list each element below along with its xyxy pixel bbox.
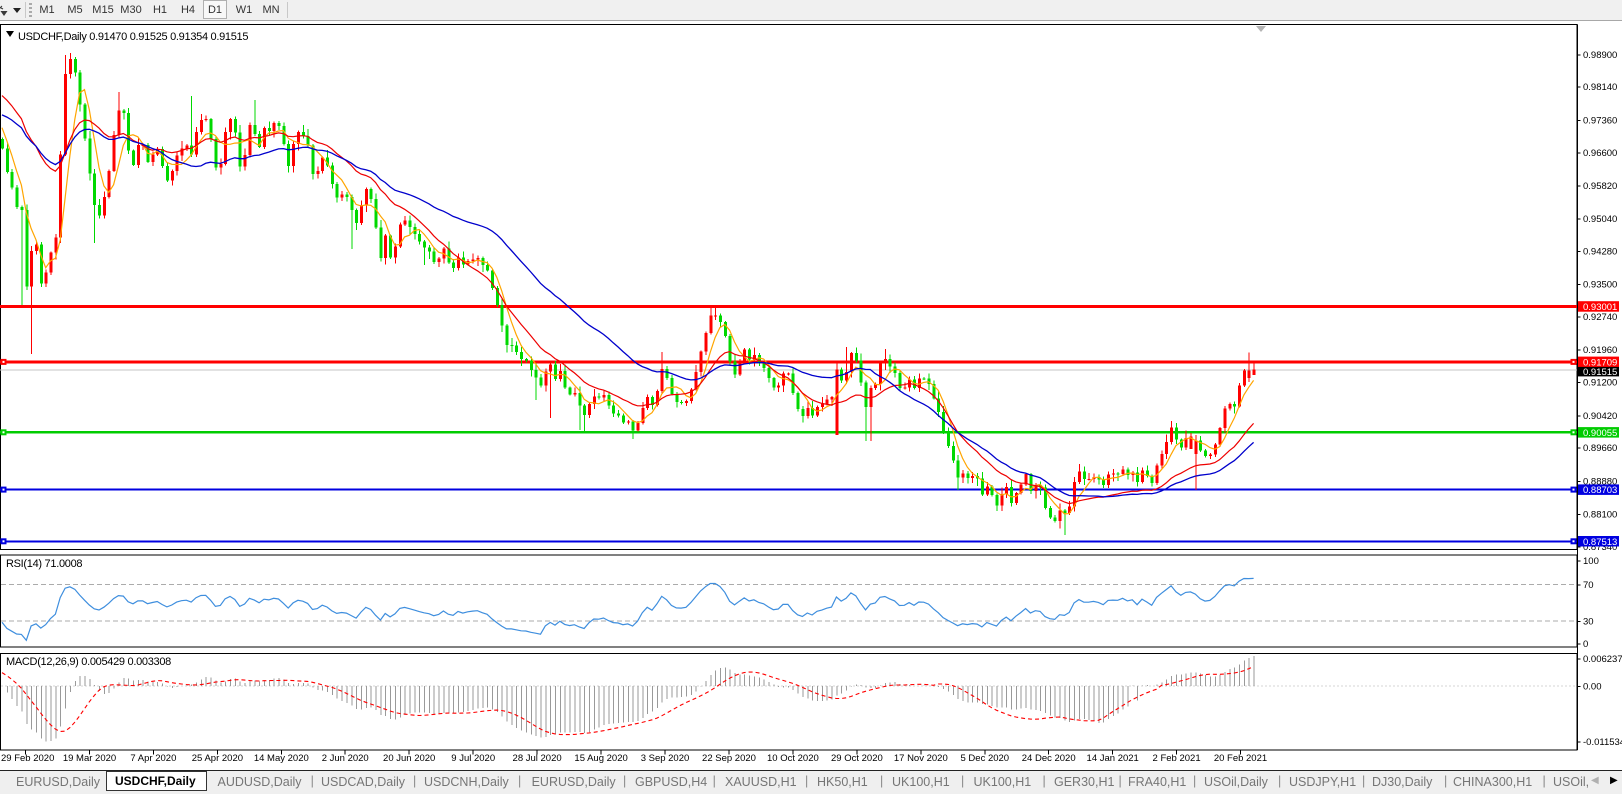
svg-text:3 Sep 2020: 3 Sep 2020 xyxy=(641,753,690,764)
svg-text:0.88703: 0.88703 xyxy=(1583,485,1617,496)
svg-text:25 Apr 2020: 25 Apr 2020 xyxy=(192,753,243,764)
svg-text:0.88100: 0.88100 xyxy=(1583,509,1617,520)
svg-text:30: 30 xyxy=(1583,617,1594,628)
svg-text:0.88880: 0.88880 xyxy=(1583,476,1617,487)
svg-text:USDCHF,Daily 0.91470 0.91525: USDCHF,Daily 0.91470 0.91525 0.91354 0.9… xyxy=(18,31,248,43)
svg-text:0.91200: 0.91200 xyxy=(1583,378,1617,389)
svg-text:29 Feb 2020: 29 Feb 2020 xyxy=(1,753,54,764)
svg-text:0.93500: 0.93500 xyxy=(1583,280,1617,291)
svg-text:0.95040: 0.95040 xyxy=(1583,214,1617,225)
svg-text:10 Oct 2020: 10 Oct 2020 xyxy=(767,753,819,764)
svg-text:0.87340: 0.87340 xyxy=(1583,542,1617,553)
svg-text:9 Jul 2020: 9 Jul 2020 xyxy=(451,753,495,764)
svg-text:28 Jul 2020: 28 Jul 2020 xyxy=(513,753,562,764)
svg-text:24 Dec 2020: 24 Dec 2020 xyxy=(1022,753,1076,764)
svg-text:14 May 2020: 14 May 2020 xyxy=(254,753,309,764)
svg-text:0.94280: 0.94280 xyxy=(1583,247,1617,258)
svg-text:0.006237: 0.006237 xyxy=(1583,654,1622,665)
svg-text:15 Aug 2020: 15 Aug 2020 xyxy=(574,753,627,764)
svg-text:0.92740: 0.92740 xyxy=(1583,312,1617,323)
svg-text:0.91709: 0.91709 xyxy=(1583,357,1617,368)
svg-text:19 Mar 2020: 19 Mar 2020 xyxy=(63,753,116,764)
svg-text:20 Feb 2021: 20 Feb 2021 xyxy=(1214,753,1267,764)
svg-text:22 Sep 2020: 22 Sep 2020 xyxy=(702,753,756,764)
svg-text:0.95820: 0.95820 xyxy=(1583,181,1617,192)
svg-text:2 Feb 2021: 2 Feb 2021 xyxy=(1153,753,1201,764)
svg-text:MACD(12,26,9) 0.005429 0.00330: MACD(12,26,9) 0.005429 0.003308 xyxy=(6,656,171,668)
svg-text:0: 0 xyxy=(1583,639,1588,650)
svg-text:-0.011534: -0.011534 xyxy=(1583,737,1622,748)
svg-text:0.87513: 0.87513 xyxy=(1583,537,1617,548)
svg-text:0.90055: 0.90055 xyxy=(1583,428,1617,439)
svg-text:0.98900: 0.98900 xyxy=(1583,50,1617,61)
svg-text:70: 70 xyxy=(1583,580,1594,591)
svg-text:17 Nov 2020: 17 Nov 2020 xyxy=(894,753,948,764)
svg-text:0.91960: 0.91960 xyxy=(1583,345,1617,356)
svg-text:7 Apr 2020: 7 Apr 2020 xyxy=(130,753,176,764)
svg-text:0.98140: 0.98140 xyxy=(1583,82,1617,93)
svg-text:0.97360: 0.97360 xyxy=(1583,115,1617,126)
svg-text:0.96600: 0.96600 xyxy=(1583,148,1617,159)
svg-text:5 Dec 2020: 5 Dec 2020 xyxy=(961,753,1010,764)
svg-text:2 Jun 2020: 2 Jun 2020 xyxy=(322,753,369,764)
svg-text:RSI(14) 71.0008: RSI(14) 71.0008 xyxy=(6,558,82,570)
svg-text:0.00: 0.00 xyxy=(1583,682,1602,693)
svg-text:0.89660: 0.89660 xyxy=(1583,443,1617,454)
svg-text:0.93001: 0.93001 xyxy=(1583,302,1617,313)
svg-text:14 Jan 2021: 14 Jan 2021 xyxy=(1087,753,1139,764)
svg-text:20 Jun 2020: 20 Jun 2020 xyxy=(383,753,435,764)
svg-text:29 Oct 2020: 29 Oct 2020 xyxy=(831,753,883,764)
svg-text:0.90420: 0.90420 xyxy=(1583,411,1617,422)
svg-text:100: 100 xyxy=(1583,556,1599,567)
svg-text:0.91515: 0.91515 xyxy=(1583,367,1617,378)
